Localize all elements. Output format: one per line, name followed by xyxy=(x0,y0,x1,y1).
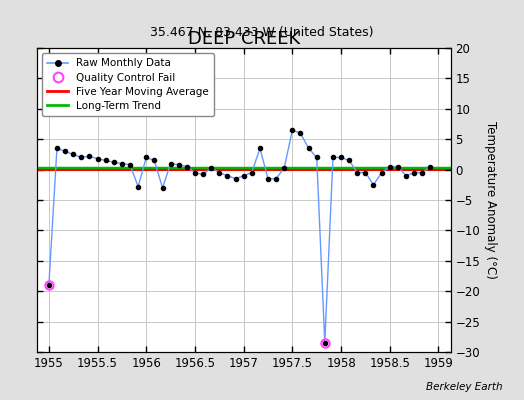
Y-axis label: Temperature Anomaly (°C): Temperature Anomaly (°C) xyxy=(484,121,497,279)
Text: 35.467 N, 83.433 W (United States): 35.467 N, 83.433 W (United States) xyxy=(150,26,374,39)
Title: DEEP CREEK: DEEP CREEK xyxy=(188,30,300,48)
Text: Berkeley Earth: Berkeley Earth xyxy=(427,382,503,392)
Legend: Raw Monthly Data, Quality Control Fail, Five Year Moving Average, Long-Term Tren: Raw Monthly Data, Quality Control Fail, … xyxy=(42,53,214,116)
